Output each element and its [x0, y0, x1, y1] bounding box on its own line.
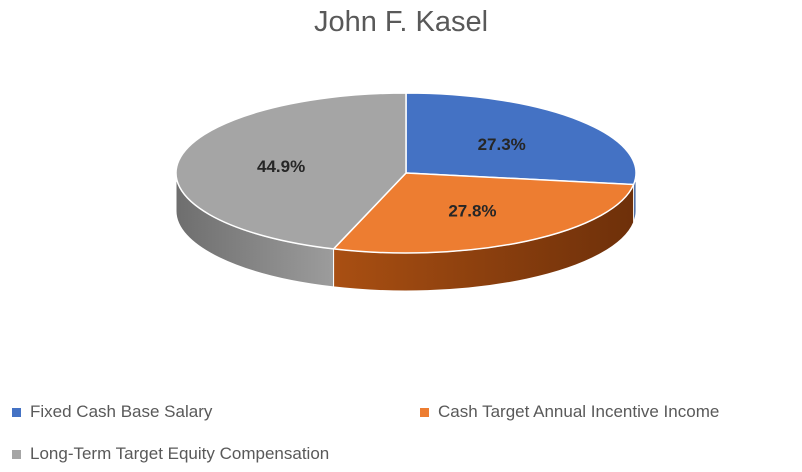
- legend-label: Long-Term Target Equity Compensation: [30, 444, 330, 463]
- pie-slice-cash-target-annual-incentive-income: [331, 172, 635, 254]
- data-label-cash-target-annual-incentive-income: 27.8%: [448, 201, 496, 220]
- pie-chart: 27.3% 27.8% 44.9%: [175, 92, 637, 292]
- legend-swatch-gray: [12, 449, 21, 459]
- legend-label: Cash Target Annual Incentive Income: [438, 402, 720, 421]
- legend-item-long-term-target-equity-compensation: Long-Term Target Equity Compensation: [12, 444, 329, 464]
- pie-labels: 27.3% 27.8% 44.9%: [257, 135, 526, 220]
- pie-slice-long-term-target-equity-compensation: [175, 92, 407, 250]
- legend-swatch-blue: [12, 407, 21, 417]
- legend-item-fixed-cash-base-salary: Fixed Cash Base Salary: [12, 402, 212, 422]
- legend-item-cash-target-annual-incentive-income: Cash Target Annual Incentive Income: [420, 402, 719, 422]
- data-label-fixed-cash-base-salary: 27.3%: [478, 135, 526, 154]
- legend-label: Fixed Cash Base Salary: [30, 402, 213, 421]
- legend-swatch-orange: [420, 407, 429, 417]
- data-label-long-term-target-equity-compensation: 44.9%: [257, 157, 305, 176]
- chart-title: John F. Kasel: [313, 6, 489, 38]
- pie-tops: [175, 92, 637, 254]
- pie-slice-fixed-cash-base-salary: [405, 92, 637, 186]
